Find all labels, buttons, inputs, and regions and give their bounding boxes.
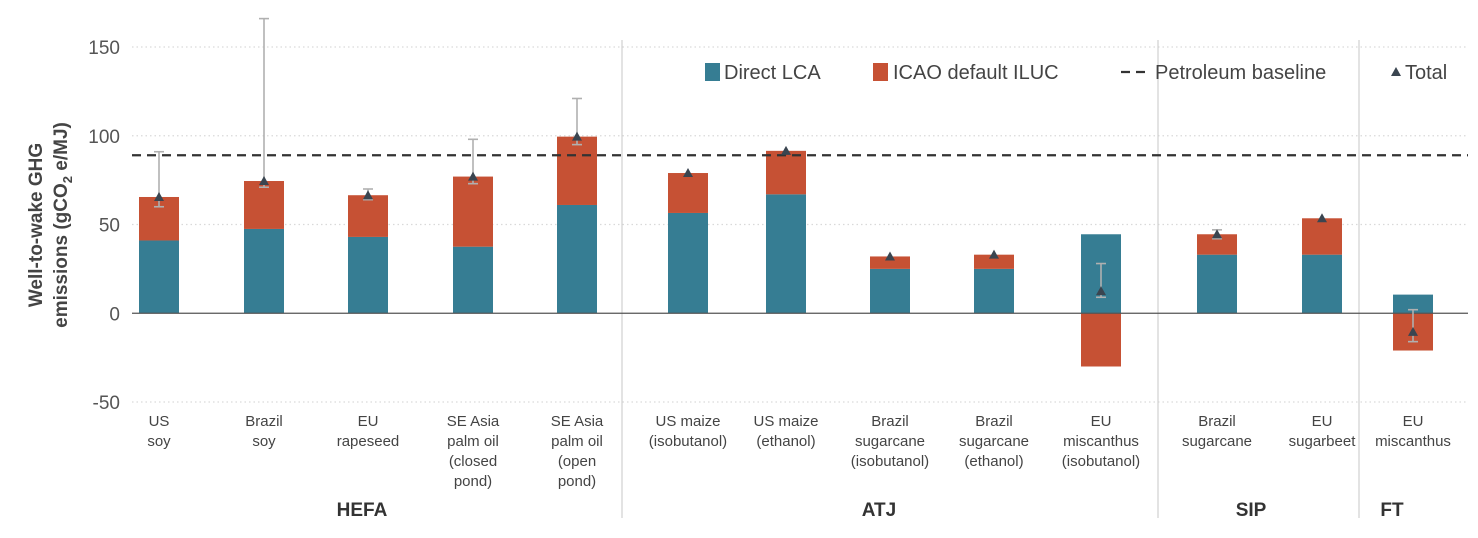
total-marker-us-maize-isobutanol (683, 168, 693, 178)
bar-iluc-us-maize-ethanol (766, 150, 806, 195)
category-label-eu-miscanthus-isobutanol: miscanthus (1063, 433, 1139, 450)
category-label-sip-brazil-sugarcane: sugarcane (1182, 433, 1252, 450)
category-label-se-asia-palm-closed: (closed (449, 453, 497, 470)
category-label-se-asia-palm-open: pond) (558, 473, 596, 490)
total-marker-brazil-sugarcane-ethanol (989, 249, 999, 259)
bar-direct-us-maize-isobutanol (668, 212, 708, 314)
total-marker-sip-brazil-sugarcane (1212, 229, 1222, 239)
legend-swatch-direct (705, 63, 720, 81)
bar-direct-sip-brazil-sugarcane (1197, 254, 1237, 314)
total-marker-brazil-sugarcane-isobutanol (885, 251, 895, 261)
category-label-brazil-sugarcane-ethanol: (ethanol) (964, 453, 1023, 470)
category-label-brazil-sugarcane-ethanol: Brazil (975, 413, 1013, 430)
category-label-eu-miscanthus-isobutanol: EU (1091, 413, 1112, 430)
category-label-brazil-soy: soy (252, 433, 276, 450)
total-marker-eu-miscanthus-isobutanol (1096, 286, 1106, 296)
bar-direct-brazil-soy (244, 228, 284, 314)
category-label-sip-brazil-sugarcane: Brazil (1198, 413, 1236, 430)
legend-label-baseline: Petroleum baseline (1155, 62, 1326, 84)
category-label-us-soy: US (149, 413, 170, 430)
category-label-se-asia-palm-open: (open (558, 453, 596, 470)
category-label-us-maize-isobutanol: (isobutanol) (649, 433, 727, 450)
category-label-ft-eu-miscanthus: EU (1403, 413, 1424, 430)
total-marker-ft-eu-miscanthus (1408, 326, 1418, 336)
bar-direct-us-maize-ethanol (766, 194, 806, 314)
bar-direct-eu-rapeseed (348, 236, 388, 314)
category-label-brazil-soy: Brazil (245, 413, 283, 430)
category-label-se-asia-palm-closed: SE Asia (447, 413, 500, 430)
category-label-brazil-sugarcane-isobutanol: sugarcane (855, 433, 925, 450)
y-tick-label: -50 (93, 393, 120, 414)
category-label-us-maize-ethanol: US maize (753, 413, 818, 430)
category-label-us-maize-isobutanol: US maize (655, 413, 720, 430)
bar-direct-se-asia-palm-closed (453, 246, 493, 314)
bar-iluc-se-asia-palm-closed (453, 176, 493, 247)
bar-iluc-se-asia-palm-open (557, 136, 597, 205)
group-label-sip: SIP (1236, 500, 1267, 521)
group-label-atj: ATJ (862, 500, 896, 521)
category-label-eu-miscanthus-isobutanol: (isobutanol) (1062, 453, 1140, 470)
category-label-us-soy: soy (147, 433, 171, 450)
bar-iluc-eu-rapeseed (348, 195, 388, 237)
total-marker-sip-eu-sugarbeet (1317, 213, 1327, 223)
y-tick-label: 0 (109, 304, 120, 325)
category-label-sip-eu-sugarbeet: sugarbeet (1289, 433, 1357, 450)
total-marker-se-asia-palm-open (572, 131, 582, 141)
bar-iluc-brazil-soy (244, 181, 284, 229)
category-label-ft-eu-miscanthus: miscanthus (1375, 433, 1451, 450)
legend-label-iluc: ICAO default ILUC (893, 62, 1059, 84)
category-label-eu-rapeseed: rapeseed (337, 433, 400, 450)
bar-direct-sip-eu-sugarbeet (1302, 254, 1342, 314)
total-marker-eu-rapeseed (363, 190, 373, 200)
bar-iluc-us-maize-isobutanol (668, 173, 708, 213)
y-tick-label: 100 (88, 127, 120, 148)
category-label-se-asia-palm-open: SE Asia (551, 413, 604, 430)
legend-swatch-iluc (873, 63, 888, 81)
bar-iluc-eu-miscanthus-isobutanol (1081, 313, 1121, 367)
bar-iluc-sip-eu-sugarbeet (1302, 218, 1342, 255)
category-label-brazil-sugarcane-ethanol: sugarcane (959, 433, 1029, 450)
category-label-se-asia-palm-open: palm oil (551, 433, 603, 450)
bar-direct-ft-eu-miscanthus (1393, 294, 1433, 314)
legend-label-total: Total (1405, 62, 1447, 84)
y-tick-label: 50 (99, 216, 120, 237)
category-label-eu-rapeseed: EU (358, 413, 379, 430)
total-marker-us-maize-ethanol (781, 145, 791, 155)
total-marker-us-soy (154, 191, 164, 201)
bar-iluc-brazil-sugarcane-ethanol (974, 254, 1014, 269)
total-marker-brazil-soy (259, 176, 269, 186)
legend-label-direct: Direct LCA (724, 62, 821, 84)
y-axis-label: Well-to-wake GHG emissions (gCO2 e/MJ) (26, 122, 75, 328)
bar-iluc-sip-brazil-sugarcane (1197, 234, 1237, 255)
category-label-se-asia-palm-closed: pond) (454, 473, 492, 490)
bar-direct-se-asia-palm-open (557, 204, 597, 314)
y-tick-label: 150 (88, 38, 120, 59)
category-label-us-maize-ethanol: (ethanol) (756, 433, 815, 450)
group-label-hefa: HEFA (337, 500, 388, 521)
total-marker-se-asia-palm-closed (468, 171, 478, 181)
category-label-se-asia-palm-closed: palm oil (447, 433, 499, 450)
category-label-brazil-sugarcane-isobutanol: Brazil (871, 413, 909, 430)
legend-swatch-total (1391, 67, 1401, 76)
category-label-brazil-sugarcane-isobutanol: (isobutanol) (851, 453, 929, 470)
bar-direct-us-soy (139, 240, 179, 314)
group-label-ft: FT (1380, 500, 1404, 521)
bar-iluc-brazil-sugarcane-isobutanol (870, 256, 910, 269)
bar-direct-brazil-sugarcane-ethanol (974, 268, 1014, 314)
category-label-sip-eu-sugarbeet: EU (1312, 413, 1333, 430)
bar-direct-brazil-sugarcane-isobutanol (870, 268, 910, 314)
